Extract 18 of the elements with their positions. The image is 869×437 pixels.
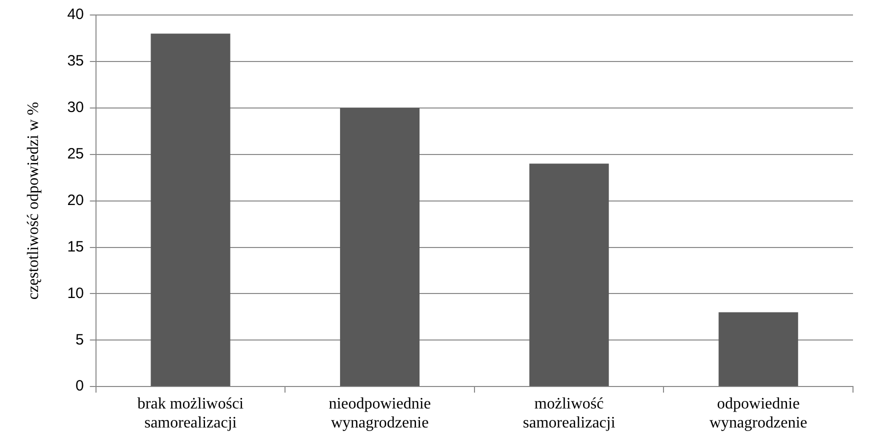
bar <box>340 108 420 386</box>
bar <box>150 34 230 386</box>
y-tick-label: 25 <box>67 145 84 162</box>
y-tick-label: 30 <box>67 99 84 116</box>
bar <box>529 164 609 386</box>
y-tick-label: 40 <box>67 6 84 24</box>
y-tick-label: 0 <box>76 378 84 395</box>
y-tick-label: 15 <box>67 238 84 256</box>
y-tick-label: 10 <box>67 284 84 302</box>
y-tick-label: 20 <box>67 192 84 209</box>
y-tick-label: 5 <box>76 331 84 348</box>
x-tick-label: odpowiednie wynagrodzenie <box>709 395 808 432</box>
y-tick-label: 35 <box>67 52 84 70</box>
x-tick-label: nieodpowiednie wynagrodzenie <box>328 395 431 432</box>
y-axis-title: częstotliwość odpowiedzi w % <box>24 102 42 300</box>
x-tick-label: brak możliwości samorealizacji <box>137 395 244 432</box>
bar <box>718 312 798 386</box>
x-tick-label: możliwość samorealizacji <box>522 395 616 432</box>
